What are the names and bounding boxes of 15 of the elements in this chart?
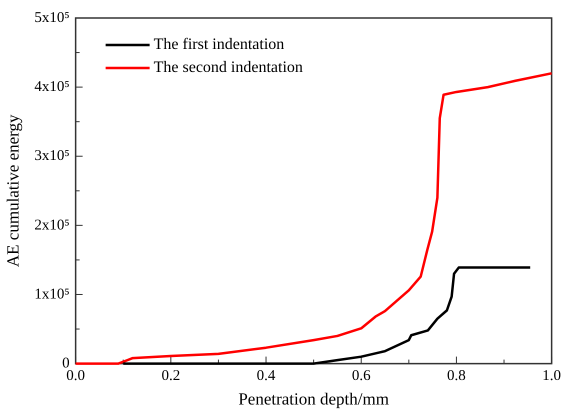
y-tick-label: 4x10⁵ (34, 79, 70, 96)
y-axis-title: AE cumulative energy (4, 114, 23, 268)
y-tick-label: 3x10⁵ (34, 148, 70, 164)
y-tick-label: 2x10⁵ (34, 217, 70, 234)
legend-label: The first indentation (154, 36, 284, 54)
x-axis-title: Penetration depth/mm (238, 389, 389, 408)
x-tick-label: 0.2 (161, 368, 180, 384)
x-tick-label: 0.0 (66, 368, 86, 384)
x-tick-label: 0.8 (447, 368, 466, 384)
x-tick-label: 0.6 (352, 368, 372, 384)
y-tick-label: 5x10⁵ (34, 10, 70, 26)
x-tick-label: 0.4 (256, 368, 276, 384)
legend-label: The second indentation (154, 59, 303, 76)
y-tick-label: 1x10⁵ (34, 286, 70, 302)
x-tick-label: 1.0 (542, 368, 561, 384)
